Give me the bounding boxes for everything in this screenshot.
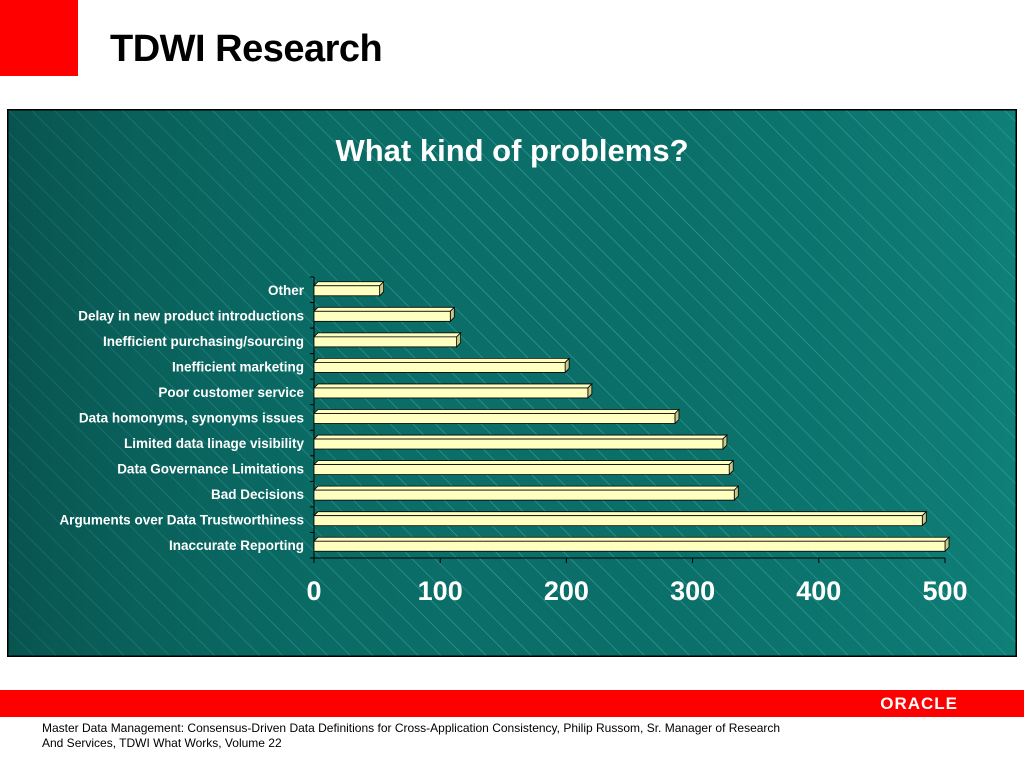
- red-corner-accent: [0, 0, 78, 76]
- bar-2: [313, 489, 735, 501]
- bar-6: [313, 387, 589, 399]
- category-label: Limited data linage visibility: [124, 436, 305, 451]
- bar-top-7: [313, 358, 571, 363]
- x-tick-label: 200: [544, 576, 589, 606]
- category-label: Inaccurate Reporting: [169, 538, 304, 553]
- bar-top-2: [313, 485, 740, 491]
- bar-0: [313, 540, 946, 552]
- bar-3: [313, 464, 730, 475]
- bar-4: [313, 438, 724, 450]
- bar-7: [313, 362, 566, 373]
- x-tick-label: 400: [796, 576, 841, 606]
- category-label: Bad Decisions: [211, 487, 304, 502]
- bar-10: [313, 285, 381, 297]
- category-label: Inefficient marketing: [172, 359, 304, 374]
- category-label: Inefficient purchasing/sourcing: [103, 334, 304, 349]
- bar-chart: What kind of problems? Inaccurate Report…: [7, 109, 1017, 657]
- x-tick-label: 100: [418, 576, 463, 606]
- x-tick-label: 300: [670, 576, 715, 606]
- bar-top-6: [313, 383, 593, 389]
- bar-9: [313, 310, 451, 322]
- category-label: Data homonyms, synonyms issues: [79, 411, 304, 426]
- bar-top-10: [313, 281, 385, 287]
- bar-8: [313, 336, 458, 348]
- plot-area: Inaccurate Reporting Arguments over Data …: [59, 276, 968, 606]
- x-tick-label: 0: [306, 576, 321, 606]
- bottom-red-bar: [0, 690, 1024, 717]
- bar-5: [313, 413, 676, 424]
- category-label: Delay in new product introductions: [78, 308, 304, 323]
- oracle-logo: ORACLE: [880, 694, 958, 713]
- bar-top-1: [313, 511, 928, 517]
- bar-1: [313, 515, 923, 527]
- bar-top-5: [313, 409, 680, 414]
- category-label: Other: [268, 283, 305, 298]
- slide-title: TDWI Research: [110, 28, 383, 70]
- x-tick-label: 500: [922, 576, 967, 606]
- chart-title: What kind of problems?: [335, 133, 688, 168]
- panel-border: [7, 109, 1017, 657]
- bar-top-0: [313, 536, 950, 542]
- category-label: Arguments over Data Trustworthiness: [59, 513, 304, 528]
- category-label: Poor customer service: [158, 385, 304, 400]
- panel-shade: [7, 109, 1017, 657]
- bar-top-4: [313, 434, 728, 440]
- chart-panel: What kind of problems? Inaccurate Report…: [7, 109, 1017, 657]
- source-citation: Master Data Management: Consensus-Driven…: [42, 721, 781, 750]
- bar-top-3: [313, 460, 735, 465]
- category-label: Data Governance Limitations: [117, 462, 304, 477]
- bar-top-8: [313, 332, 462, 338]
- bar-top-9: [313, 306, 456, 312]
